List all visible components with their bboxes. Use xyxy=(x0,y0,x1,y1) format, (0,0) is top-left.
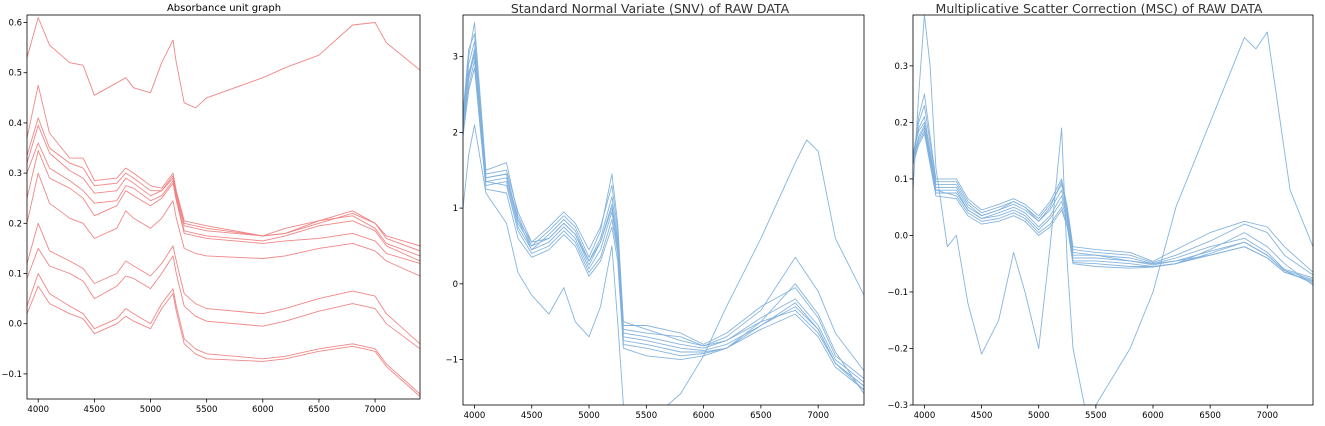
chart-title: Absorbance unit graph xyxy=(167,3,281,14)
y-tick-label: −1 xyxy=(445,356,458,366)
series-line-4 xyxy=(27,124,420,257)
series-group xyxy=(27,17,420,397)
x-tick-label: 6500 xyxy=(308,405,330,415)
x-tick-label: 6500 xyxy=(750,411,772,421)
chart-title: Multiplicative Scatter Correction (MSC) … xyxy=(936,1,1263,16)
x-tick-label: 5500 xyxy=(635,411,657,421)
series-line-5 xyxy=(463,59,864,391)
x-tick-label: 5000 xyxy=(578,411,600,421)
y-tick-label: 0.0 xyxy=(894,231,908,241)
series-line-9 xyxy=(27,247,420,350)
series-line-1 xyxy=(463,22,864,387)
series-line-7 xyxy=(913,104,1313,276)
series-line-3 xyxy=(913,124,1313,280)
series-line-6 xyxy=(463,48,864,391)
series-line-1 xyxy=(27,17,420,109)
series-line-2 xyxy=(27,84,420,247)
plot-area: 4000 4500 5000 5500 6000 6500 7000 −0.3 −0.2 −0.1… xyxy=(887,14,1314,421)
x-tick-label: 7000 xyxy=(364,405,386,415)
x-tick-label: 4500 xyxy=(521,411,543,421)
series-group xyxy=(913,15,1313,405)
x-tick-label: 6500 xyxy=(1199,411,1221,421)
series-line-8 xyxy=(463,56,864,372)
x-tick-label: 4500 xyxy=(971,411,993,421)
chart-panel-snv: Standard Normal Variate (SNV) of RAW DAT… xyxy=(445,1,865,421)
x-tick-label: 5500 xyxy=(1085,411,1107,421)
series-line-4 xyxy=(463,52,864,387)
plot-frame xyxy=(912,14,1314,406)
x-tick-label: 7000 xyxy=(1256,411,1278,421)
series-line-8 xyxy=(27,222,420,345)
y-tick-label: 3 xyxy=(453,53,458,63)
y-tick-label: 0.2 xyxy=(8,219,22,229)
series-line-2 xyxy=(913,121,1313,279)
series-line-5 xyxy=(913,127,1313,284)
series-line-2 xyxy=(463,33,864,379)
x-tick-label: 4000 xyxy=(27,405,49,415)
x-tick-label: 7000 xyxy=(807,411,829,421)
chart-title: Standard Normal Variate (SNV) of RAW DAT… xyxy=(511,1,790,16)
y-tick-label: 0.6 xyxy=(8,19,22,29)
plot-frame xyxy=(26,14,421,400)
series-line-7 xyxy=(463,67,864,394)
x-tick-label: 4000 xyxy=(914,411,936,421)
y-tick-label: 0.4 xyxy=(8,119,22,129)
y-tick-label: 0.3 xyxy=(894,62,908,72)
y-tick-label: −0.1 xyxy=(1,370,22,380)
series-group xyxy=(463,22,864,405)
series-line-10 xyxy=(27,273,420,395)
y-tick-label: 0.1 xyxy=(894,175,908,185)
y-tick-label: 2 xyxy=(453,128,458,138)
series-line-7 xyxy=(27,172,420,277)
x-tick-label: 6000 xyxy=(1142,411,1164,421)
x-tick-label: 6000 xyxy=(693,411,715,421)
y-tick-label: 0.3 xyxy=(8,169,22,179)
y-tick-label: −0.2 xyxy=(887,344,908,354)
chart-panel-msc: Multiplicative Scatter Correction (MSC) … xyxy=(887,1,1314,421)
series-line-5 xyxy=(27,142,420,262)
x-tick-label: 4000 xyxy=(464,411,486,421)
y-tick-label: 0.2 xyxy=(894,118,908,128)
series-line-11 xyxy=(27,285,420,397)
y-tick-label: 0.0 xyxy=(8,320,22,330)
plot-area: 4000 4500 5000 5500 6000 6500 7000 −1 0 1 2 3 xyxy=(445,14,865,421)
series-line-6 xyxy=(913,133,1313,286)
y-tick-label: −0.1 xyxy=(887,288,908,298)
x-tick-label: 5500 xyxy=(196,405,218,415)
series-line-9 xyxy=(913,15,1313,405)
y-tick-label: 0.1 xyxy=(8,270,22,280)
y-tick-label: −0.3 xyxy=(887,401,908,411)
series-line-9 xyxy=(463,124,864,405)
series-line-6 xyxy=(27,150,420,264)
x-tick-label: 5000 xyxy=(1028,411,1050,421)
chart-panel-absorbance: Absorbance unit graph 4000 4500 5000 5500 60… xyxy=(1,3,421,415)
y-tick-label: 0 xyxy=(453,280,458,290)
plot-frame xyxy=(462,14,865,406)
x-tick-label: 6000 xyxy=(252,405,274,415)
plot-area: 4000 4500 5000 5500 6000 6500 7000 −0.1 0.0 0.1 0.… xyxy=(1,14,421,415)
y-tick-label: 1 xyxy=(453,204,458,214)
series-line-4 xyxy=(913,130,1313,283)
y-tick-label: 0.5 xyxy=(8,69,22,79)
x-tick-label: 4500 xyxy=(84,405,106,415)
x-tick-label: 5000 xyxy=(140,405,162,415)
